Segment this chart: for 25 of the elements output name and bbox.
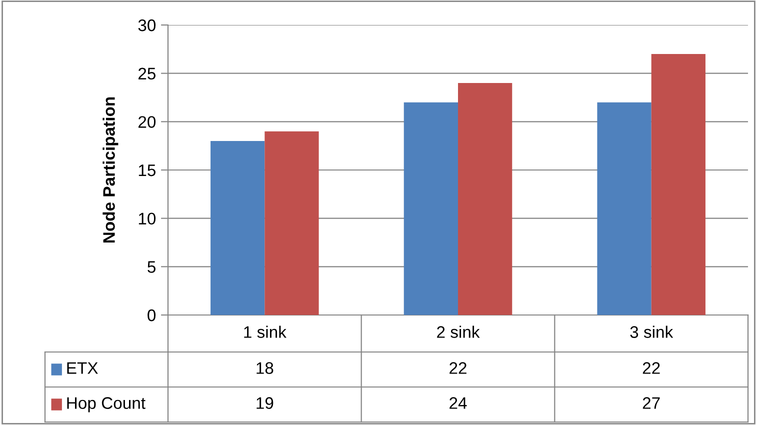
data-label: 18 bbox=[256, 362, 274, 374]
bar bbox=[651, 54, 706, 315]
y-axis-title: Node Participation bbox=[102, 97, 118, 242]
bar bbox=[210, 141, 265, 315]
y-tick-label: 30 bbox=[138, 19, 156, 32]
bar bbox=[597, 102, 652, 315]
bar bbox=[264, 131, 319, 315]
data-label: 22 bbox=[642, 362, 660, 374]
data-label: 22 bbox=[450, 362, 466, 374]
x-tick-label: 3 sink bbox=[630, 326, 674, 338]
x-tick-label: 1 sink bbox=[244, 326, 286, 338]
legend-label: Hop Count bbox=[67, 397, 146, 412]
y-tick-label: 5 bbox=[148, 261, 156, 273]
y-tick-label: 15 bbox=[138, 164, 156, 176]
x-tick-label: 2 sink bbox=[437, 326, 480, 338]
y-tick-label: 0 bbox=[148, 309, 156, 322]
bar bbox=[458, 83, 512, 315]
y-tick-label: 10 bbox=[138, 212, 156, 225]
data-label: 27 bbox=[642, 397, 660, 409]
data-label: 24 bbox=[450, 397, 467, 409]
bar bbox=[404, 102, 458, 315]
data-label: 19 bbox=[256, 397, 274, 409]
y-tick-label: 20 bbox=[138, 116, 156, 128]
y-tick-label: 25 bbox=[138, 68, 156, 80]
legend-label: ETX bbox=[67, 362, 98, 374]
